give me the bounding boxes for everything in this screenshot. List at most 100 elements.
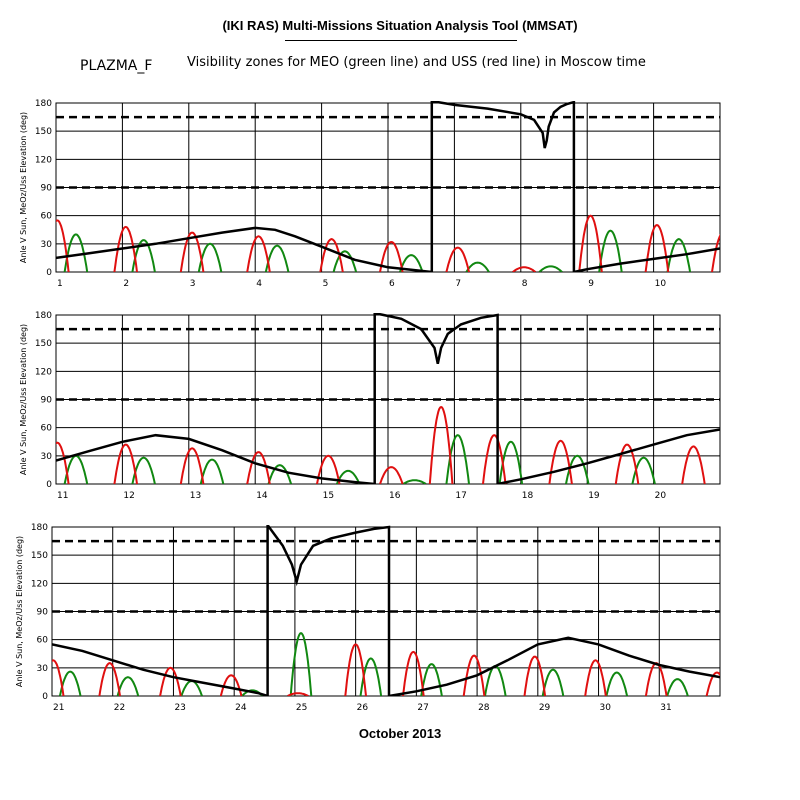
x-tick-label: 1	[57, 279, 63, 289]
uss-elevation-pass	[379, 466, 404, 484]
title-underline	[285, 40, 517, 41]
meo-elevation-pass	[116, 676, 140, 696]
meo-elevation-pass	[197, 242, 223, 272]
panel-2: 11 12 13 14 15 16 17 18 19 20 0 30 60 90 120 150 180 Anle…	[19, 311, 721, 501]
uss-elevation-pass	[482, 434, 507, 484]
plot-area	[52, 525, 720, 696]
plot-area	[56, 313, 720, 484]
y-tick-label: 0	[46, 480, 52, 490]
meo-elevation-pass	[131, 239, 156, 272]
y-tick-label: 90	[41, 184, 53, 194]
meo-elevation-pass	[605, 671, 629, 696]
uss-elevation-pass	[644, 224, 670, 272]
x-tick-label: 30	[600, 703, 612, 713]
meo-elevation-pass	[465, 261, 490, 272]
y-tick-label: 90	[41, 396, 53, 406]
x-axis-month-label: October 2013	[358, 726, 442, 741]
y-tick-label: 150	[35, 339, 52, 349]
meo-elevation-pass	[58, 670, 82, 696]
uss-elevation-pass	[52, 659, 65, 696]
x-tick-label: 22	[114, 703, 125, 713]
uss-elevation-pass	[159, 666, 182, 696]
y-tick-label: 60	[41, 424, 53, 434]
x-tick-label: 19	[588, 491, 600, 501]
meo-elevation-pass	[335, 469, 361, 484]
meo-elevation-pass	[420, 663, 443, 696]
uss-elevation-pass	[548, 439, 573, 484]
y-axis-label: Anle V Sun, MeOz/Uss Elevation (deg)	[15, 536, 24, 687]
y-tick-label: 180	[31, 523, 48, 533]
y-tick-label: 60	[37, 636, 49, 646]
sun-angle-line	[56, 101, 720, 272]
y-tick-label: 150	[31, 551, 48, 561]
x-tick-label: 7	[455, 279, 461, 289]
x-tick-label: 11	[57, 491, 68, 501]
meo-elevation-pass	[541, 668, 565, 696]
uss-elevation-pass	[523, 655, 547, 696]
sun-angle-line	[52, 525, 720, 696]
y-tick-label: 120	[35, 155, 52, 165]
x-tick-label: 26	[357, 703, 369, 713]
y-tick-label: 60	[41, 212, 53, 222]
y-tick-label: 30	[41, 240, 53, 250]
uss-elevation-pass	[445, 246, 470, 272]
x-tick-label: 23	[174, 703, 185, 713]
x-tick-label: 15	[323, 491, 334, 501]
y-tick-label: 120	[31, 579, 48, 589]
meo-elevation-pass	[180, 679, 203, 696]
uss-elevation-pass	[614, 443, 640, 484]
panel-3: 21 22 23 24 25 26 27 28 29 30 31 0 30 60 90 120 150 180 An…	[15, 523, 721, 713]
x-tick-label: 6	[389, 279, 395, 289]
x-tick-label: 4	[256, 279, 262, 289]
uss-elevation-pass	[219, 674, 243, 696]
uss-elevation-pass	[402, 650, 425, 696]
meo-elevation-pass	[131, 456, 156, 484]
uss-elevation-pass	[711, 233, 720, 272]
uss-elevation-pass	[56, 441, 70, 484]
uss-elevation-pass	[584, 659, 607, 696]
meo-elevation-pass	[598, 229, 623, 272]
y-tick-label: 90	[37, 608, 49, 618]
uss-elevation-pass	[179, 231, 205, 272]
uss-elevation-pass	[379, 240, 404, 272]
x-tick-label: 14	[256, 491, 268, 501]
y-axis-label: Anle V Sun, MeOz/Uss Elevation (deg)	[19, 324, 28, 475]
x-tick-label: 31	[660, 703, 671, 713]
y-tick-label: 30	[41, 452, 53, 462]
x-tick-label: 13	[190, 491, 201, 501]
sun-angle-line	[56, 313, 720, 484]
y-tick-label: 120	[35, 367, 52, 377]
chart-title: (IKI RAS) Multi-Missions Situation Analy…	[222, 18, 578, 33]
uss-elevation-pass	[344, 643, 367, 696]
y-tick-label: 0	[42, 692, 48, 702]
x-tick-label: 20	[655, 491, 667, 501]
uss-elevation-pass	[113, 443, 138, 484]
meo-elevation-pass	[666, 678, 689, 696]
meo-elevation-pass	[264, 244, 290, 272]
x-tick-label: 8	[522, 279, 528, 289]
meo-elevation-pass	[399, 254, 424, 272]
x-tick-label: 21	[53, 703, 64, 713]
chart-subtitle: Visibility zones for MEO (green line) an…	[187, 55, 646, 70]
y-tick-label: 180	[35, 311, 52, 321]
panel-1: 1 2 3 4 5 6 7 8 9 10 0 30 60 90 120 150 180 Anle V Sun, M…	[19, 99, 721, 289]
uss-elevation-pass	[98, 662, 121, 696]
x-tick-label: 18	[522, 491, 534, 501]
uss-elevation-pass	[246, 235, 271, 272]
meo-elevation-pass	[332, 250, 358, 272]
uss-elevation-pass	[287, 692, 309, 696]
x-tick-label: 24	[235, 703, 247, 713]
x-tick-label: 2	[123, 279, 129, 289]
x-tick-label: 25	[296, 703, 307, 713]
y-tick-label: 150	[35, 127, 52, 137]
x-tick-label: 12	[123, 491, 134, 501]
x-tick-label: 29	[539, 703, 551, 713]
uss-elevation-pass	[705, 671, 720, 696]
plot-frame	[55, 102, 721, 273]
uss-elevation-pass	[316, 454, 341, 484]
uss-elevation-pass	[512, 266, 537, 272]
x-tick-label: 16	[389, 491, 401, 501]
x-tick-label: 3	[190, 279, 196, 289]
y-axis-label: Anle V Sun, MeOz/Uss Elevation (deg)	[19, 112, 28, 263]
